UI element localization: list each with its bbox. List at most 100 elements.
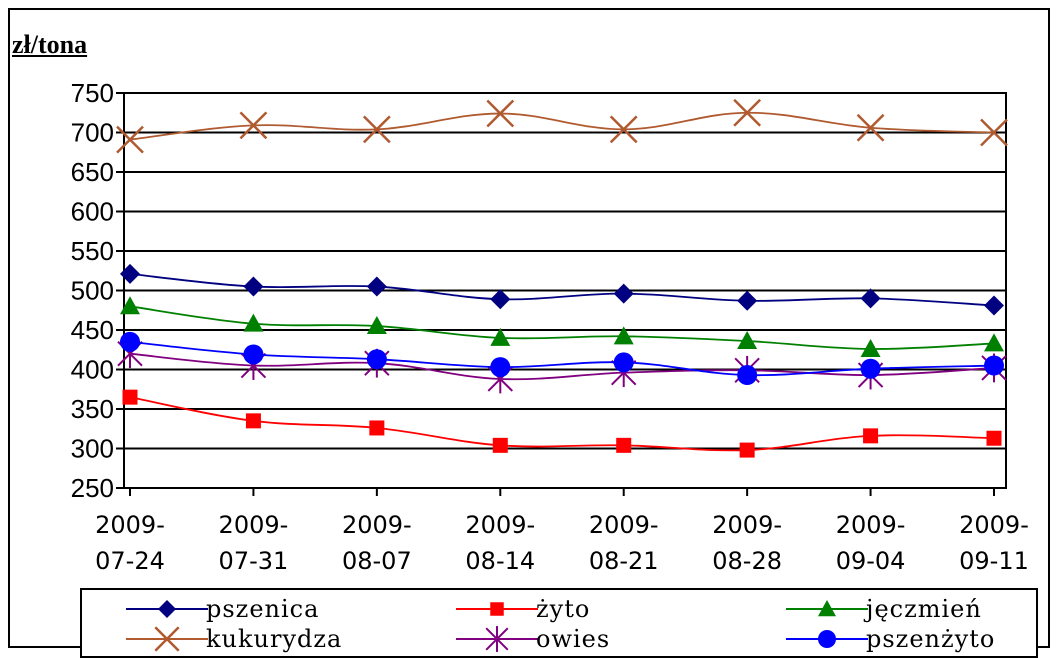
x-tick-label: 2009-09-04 xyxy=(836,511,906,575)
y-tick-label: 700 xyxy=(71,118,114,148)
y-tick-label: 600 xyxy=(71,197,114,227)
series-pszenica xyxy=(120,263,1004,316)
x-tick-label: 2009-08-28 xyxy=(712,511,782,575)
marker-stroke xyxy=(609,115,638,144)
data-point xyxy=(613,352,634,373)
data-point xyxy=(984,333,1004,352)
legend-item: jęczmień xyxy=(782,594,982,624)
data-point xyxy=(984,355,1004,376)
series-line xyxy=(129,305,995,350)
x-tick-label: 2009-07-31 xyxy=(219,511,289,575)
series-kukurydza xyxy=(116,98,1008,154)
legend-swatch xyxy=(456,626,538,652)
y-tick-label: 550 xyxy=(71,236,114,266)
data-point xyxy=(369,420,385,436)
data-point xyxy=(733,98,762,127)
data-point xyxy=(856,113,885,142)
y-tick-label: 400 xyxy=(71,355,114,385)
legend-label: żyto xyxy=(536,595,591,623)
legend-item: pszenżyto xyxy=(782,624,995,654)
legend-swatch xyxy=(786,630,868,648)
data-point xyxy=(616,437,632,453)
series-jęczmień xyxy=(120,296,1004,357)
legend-swatch xyxy=(126,626,208,652)
data-point xyxy=(122,389,138,405)
y-tick-label: 750 xyxy=(71,78,114,108)
data-point xyxy=(239,111,268,140)
data-point xyxy=(613,283,634,304)
legend-swatch xyxy=(456,602,538,616)
legend-item: pszenica xyxy=(122,594,319,624)
marker-stroke xyxy=(733,98,762,127)
legend-label: jęczmień xyxy=(866,595,982,623)
x-tick-label: 2009-09-11 xyxy=(959,511,1029,575)
plot-area xyxy=(123,92,1007,489)
series-line xyxy=(129,273,995,307)
data-point xyxy=(860,358,881,379)
data-point xyxy=(609,115,638,144)
legend-item: owies xyxy=(452,624,610,654)
data-point xyxy=(737,365,758,386)
marker-stroke xyxy=(856,113,885,142)
data-point xyxy=(116,125,144,154)
legend-item: kukurydza xyxy=(122,624,342,654)
marker-stroke xyxy=(239,111,268,140)
y-tick-label: 350 xyxy=(71,394,114,424)
data-point xyxy=(818,600,836,617)
data-point xyxy=(492,437,508,453)
data-point xyxy=(984,295,1004,316)
legend-label: pszenżyto xyxy=(866,625,996,653)
data-point xyxy=(818,630,836,648)
marker-stroke xyxy=(116,125,144,154)
data-point xyxy=(366,349,387,370)
y-tick-label: 250 xyxy=(71,473,114,503)
y-tick-label: 500 xyxy=(71,276,114,306)
data-point xyxy=(158,600,176,618)
data-point xyxy=(490,289,511,310)
data-point xyxy=(243,276,264,297)
series-line xyxy=(129,111,995,141)
data-point xyxy=(243,344,264,365)
data-point xyxy=(490,357,511,378)
legend-item: żyto xyxy=(452,594,590,624)
series-żyto xyxy=(122,389,1002,458)
legend-label: kukurydza xyxy=(206,625,343,653)
data-point xyxy=(737,290,758,311)
data-point xyxy=(154,626,180,652)
x-tick-label: 2009-08-21 xyxy=(589,511,659,575)
data-point xyxy=(486,99,515,128)
legend-label: owies xyxy=(536,625,611,653)
marker-stroke xyxy=(154,626,180,652)
series-line xyxy=(129,352,995,381)
data-point xyxy=(860,288,881,309)
data-point xyxy=(490,327,511,346)
marker-stroke xyxy=(362,115,391,144)
x-tick-label: 2009-07-24 xyxy=(95,511,165,575)
legend-swatch xyxy=(126,600,208,618)
data-point xyxy=(613,326,634,345)
series-line xyxy=(129,340,995,377)
series-pszenżyto xyxy=(120,331,1004,386)
y-tick-label: 450 xyxy=(71,315,114,345)
y-tick-label: 650 xyxy=(71,157,114,187)
data-point xyxy=(986,430,1002,446)
data-point xyxy=(120,296,140,315)
data-point xyxy=(366,276,387,297)
data-point xyxy=(243,313,264,332)
marker-stroke xyxy=(980,118,1008,147)
data-point xyxy=(737,331,758,350)
data-point xyxy=(120,263,140,284)
data-point xyxy=(485,626,509,652)
x-tick-label: 2009-08-14 xyxy=(465,511,535,575)
chart-legend: pszenica żyto jęczmień kukurydza owies pszenż… xyxy=(80,588,1038,658)
x-tick-label: 2009-08-07 xyxy=(342,511,412,575)
data-point xyxy=(863,428,879,444)
data-point xyxy=(120,331,140,352)
data-point xyxy=(245,413,261,429)
legend-label: pszenica xyxy=(206,595,320,623)
data-point xyxy=(366,316,387,335)
data-point xyxy=(860,338,881,357)
data-point xyxy=(739,442,755,458)
y-tick-label: 300 xyxy=(71,434,114,464)
